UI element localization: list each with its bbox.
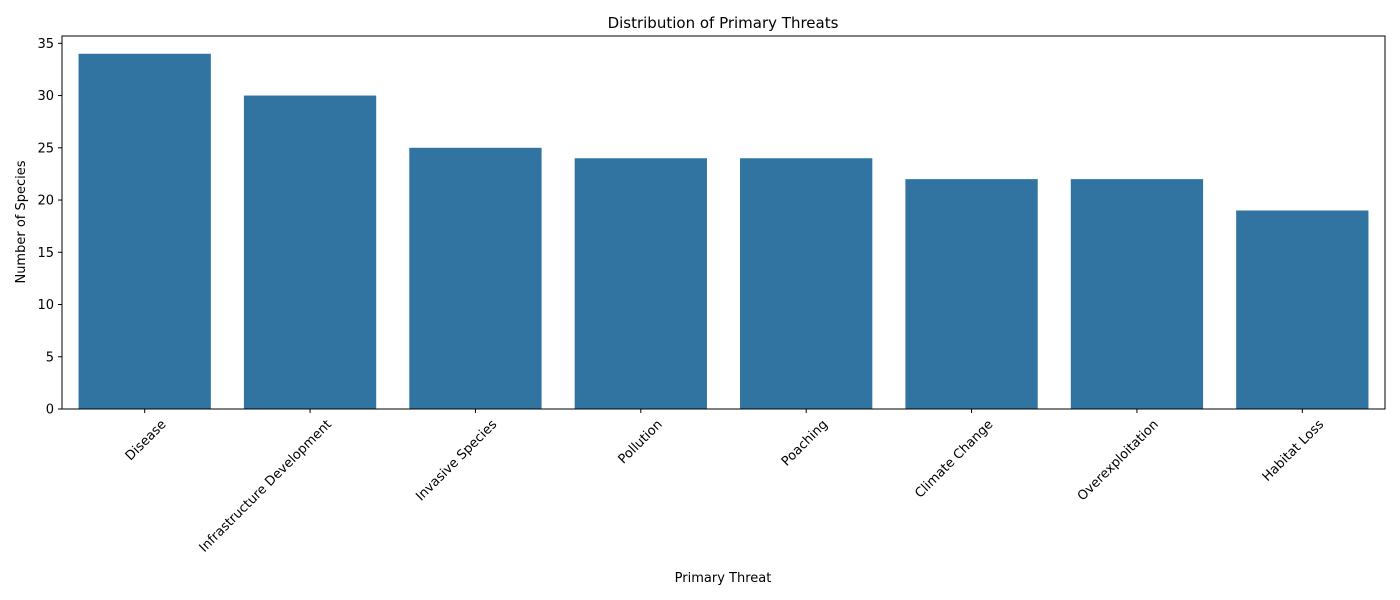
y-tick-label: 35 [37, 37, 54, 52]
x-tick-label: Infrastructure Development [197, 417, 335, 555]
x-axis-label: Primary Threat [675, 571, 772, 586]
bar-climate-change [905, 179, 1038, 409]
x-tick-label: Overexploitation [1075, 417, 1162, 504]
bar-invasive-species [409, 147, 542, 409]
plot-frame [61, 35, 1386, 410]
x-tick-label: Climate Change [912, 417, 996, 501]
y-tick-label: 30 [37, 89, 54, 104]
x-tick-label: Poaching [779, 417, 831, 469]
bar-poaching [740, 158, 873, 409]
y-axis-label: Number of Species [14, 160, 29, 283]
bars-group [78, 53, 1369, 410]
y-tick-label: 15 [37, 246, 54, 261]
y-tick-label: 25 [37, 141, 54, 156]
chart-title: Distribution of Primary Threats [608, 14, 839, 32]
bar-disease [78, 53, 211, 410]
bar-infrastructure-development [243, 95, 377, 409]
y-tick-label: 5 [46, 350, 54, 365]
bar-pollution [574, 158, 707, 409]
y-tick-label: 0 [46, 403, 54, 418]
bar-overexploitation [1070, 179, 1204, 409]
bar-habitat-loss [1236, 210, 1369, 409]
y-tick-label: 10 [37, 298, 54, 313]
x-tick-label: Habitat Loss [1260, 417, 1328, 485]
y-axis-ticks: 0 5 10 15 20 25 30 35 [37, 37, 62, 418]
x-tick-label: Disease [123, 417, 170, 464]
x-axis-ticks: Disease Infrastructure Development Invasiv… [123, 409, 1328, 556]
x-tick-label: Invasive Species [413, 417, 500, 504]
y-tick-label: 20 [37, 194, 54, 209]
x-tick-label: Pollution [616, 417, 666, 467]
